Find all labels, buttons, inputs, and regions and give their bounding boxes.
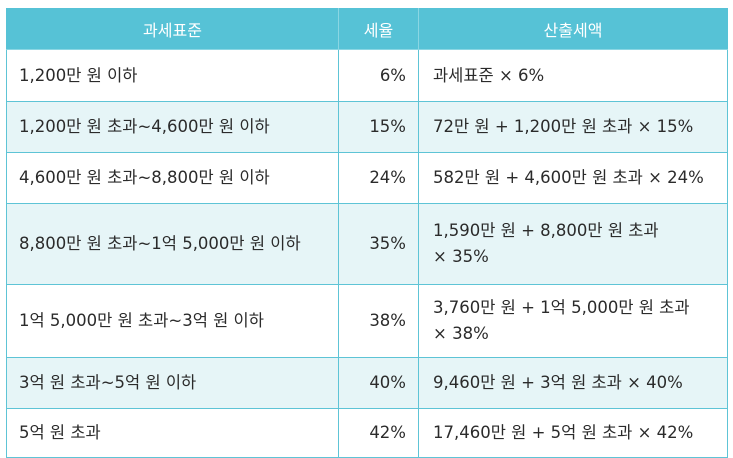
calculated-tax-cell: 72만 원 + 1,200만 원 초과 × 15%: [418, 101, 728, 153]
tax-rate-cell: 15%: [338, 101, 419, 153]
calculated-tax-cell: 3,760만 원 + 1억 5,000만 원 초과 × 38%: [418, 284, 728, 358]
table-body: 1,200만 원 이하 6% 과세표준 × 6% 1,200만 원 초과~4,6…: [6, 49, 728, 458]
table-row: 1억 5,000만 원 초과~3억 원 이하 38% 3,760만 원 + 1억…: [6, 284, 728, 358]
table-row: 3억 원 초과~5억 원 이하 40% 9,460만 원 + 3억 원 초과 ×…: [6, 357, 728, 409]
calculated-tax-cell: 9,460만 원 + 3억 원 초과 × 40%: [418, 357, 728, 409]
tax-rate-cell: 42%: [338, 408, 419, 458]
calculated-tax-cell: 17,460만 원 + 5억 원 초과 × 42%: [418, 408, 728, 458]
calculated-tax-cell: 과세표준 × 6%: [418, 49, 728, 102]
table-row: 8,800만 원 초과~1억 5,000만 원 이하 35% 1,590만 원 …: [6, 203, 728, 285]
table-row: 4,600만 원 초과~8,800만 원 이하 24% 582만 원 + 4,6…: [6, 152, 728, 204]
tax-base-cell: 3억 원 초과~5억 원 이하: [6, 357, 339, 409]
tax-base-cell: 5억 원 초과: [6, 408, 339, 458]
tax-rate-cell: 35%: [338, 203, 419, 285]
table-row: 1,200만 원 이하 6% 과세표준 × 6%: [6, 49, 728, 102]
tax-rate-cell: 24%: [338, 152, 419, 204]
header-tax-base: 과세표준: [6, 8, 339, 50]
tax-base-cell: 4,600만 원 초과~8,800만 원 이하: [6, 152, 339, 204]
income-tax-rate-table: 과세표준 세율 산출세액 1,200만 원 이하 6% 과세표준 × 6% 1,…: [6, 8, 728, 458]
tax-base-cell: 8,800만 원 초과~1억 5,000만 원 이하: [6, 203, 339, 285]
header-calculated-tax: 산출세액: [418, 8, 728, 50]
calculated-tax-cell: 582만 원 + 4,600만 원 초과 × 24%: [418, 152, 728, 204]
tax-rate-cell: 38%: [338, 284, 419, 358]
table-row: 1,200만 원 초과~4,600만 원 이하 15% 72만 원 + 1,20…: [6, 101, 728, 153]
tax-rate-cell: 6%: [338, 49, 419, 102]
tax-base-cell: 1억 5,000만 원 초과~3억 원 이하: [6, 284, 339, 358]
tax-rate-cell: 40%: [338, 357, 419, 409]
tax-base-cell: 1,200만 원 초과~4,600만 원 이하: [6, 101, 339, 153]
table-row: 5억 원 초과 42% 17,460만 원 + 5억 원 초과 × 42%: [6, 408, 728, 458]
header-row: 과세표준 세율 산출세액: [6, 8, 728, 50]
calculated-tax-cell: 1,590만 원 + 8,800만 원 초과 × 35%: [418, 203, 728, 285]
table-header: 과세표준 세율 산출세액: [6, 8, 728, 50]
header-tax-rate: 세율: [338, 8, 419, 50]
tax-base-cell: 1,200만 원 이하: [6, 49, 339, 102]
